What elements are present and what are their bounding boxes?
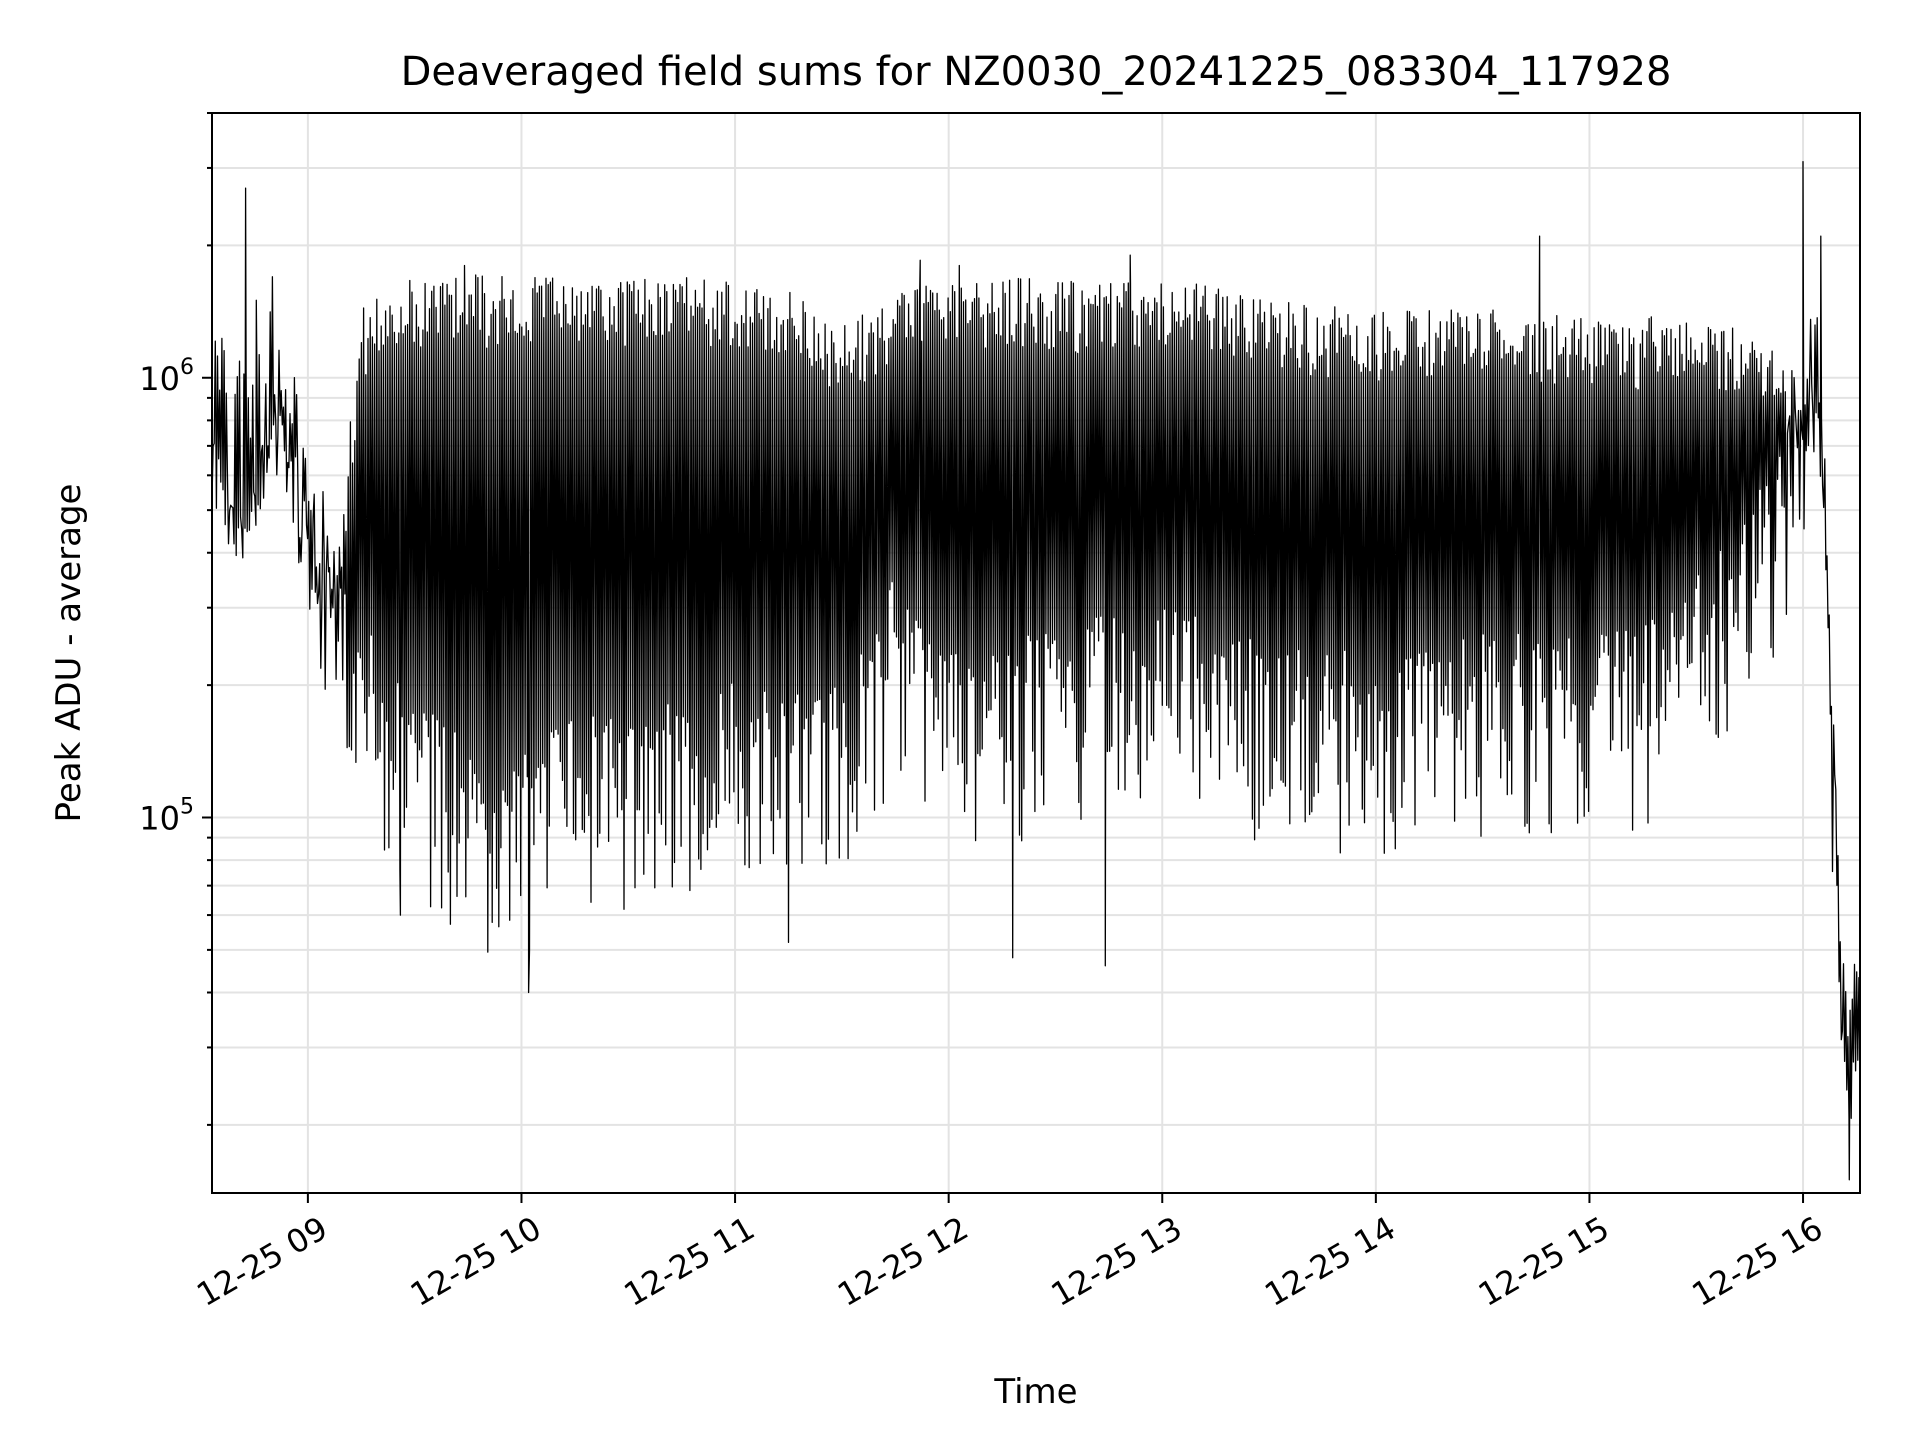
y-tick-label: 105 [139, 795, 194, 838]
chart-title: Deaveraged field sums for NZ0030_2024122… [401, 49, 1672, 95]
y-tick-label: 106 [139, 355, 194, 398]
series-line [211, 161, 1861, 1181]
series-group [211, 161, 1861, 1181]
x-axis-label: Time [993, 1372, 1077, 1412]
y-axis-label: Peak ADU - average [49, 484, 89, 823]
plot-frame [211, 112, 1861, 1194]
